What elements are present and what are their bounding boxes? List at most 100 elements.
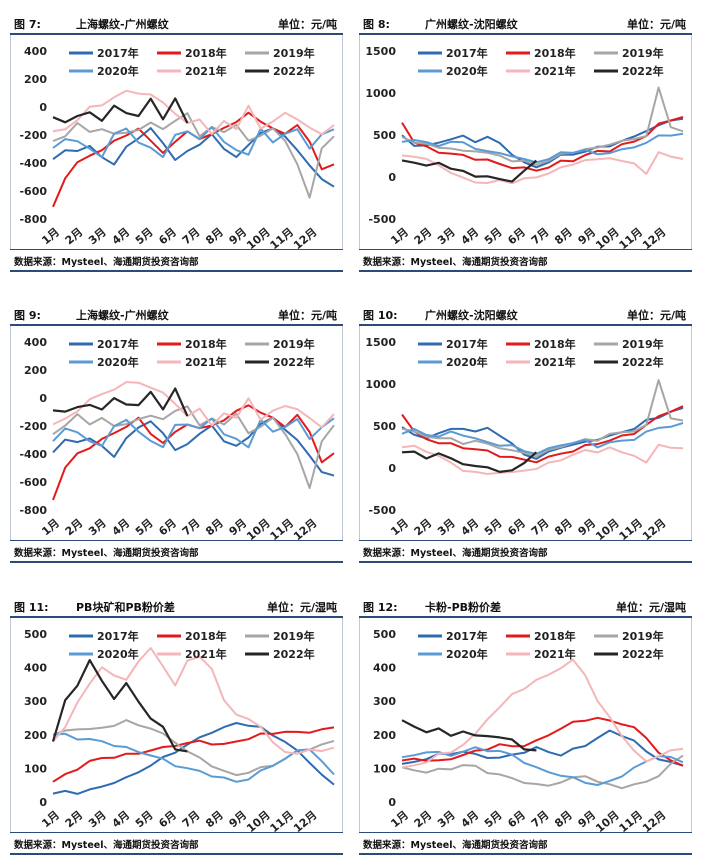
source-note: 数据来源：Mysteel、海通期货投资咨询部 <box>359 249 692 272</box>
series-line-2021 <box>401 443 684 475</box>
x-tick-label: 8月 <box>203 225 226 247</box>
chart-area: 500 400 300 200 100 0 1月 2月 3月 4月 5月 6月 7月 8月 9月 10月 11月… <box>10 618 343 832</box>
chart-panel-12: 图 12: 卡粉-PB粉价差 单位：元/湿吨 500 400 300 200 100 0 1… <box>359 595 692 855</box>
legend-label: 2017年 <box>446 46 488 60</box>
x-tick-label: 12月 <box>640 516 669 540</box>
source-text: 数据来源：Mysteel、海通期货投资咨询部 <box>363 257 548 268</box>
series-line-2018 <box>52 404 335 501</box>
y-tick-label: 200 <box>373 729 396 742</box>
unit-label: 单位：元/吨 <box>277 309 337 322</box>
legend-label: 2018年 <box>185 629 227 643</box>
legend-label: 2017年 <box>446 629 488 643</box>
y-tick-label: 1500 <box>365 45 396 58</box>
legend-label: 2022年 <box>622 355 664 369</box>
x-tick-label: 7月 <box>180 225 203 247</box>
y-tick-label: 1000 <box>365 87 396 100</box>
figure-number: 图 11: <box>14 601 49 614</box>
legend-label: 2018年 <box>534 46 576 60</box>
legend-label: 2021年 <box>534 355 576 369</box>
series-line-2020 <box>401 746 684 786</box>
chart-panel-10: 图 10: 广州螺纹-沈阳螺纹 单位：元/吨 1500 1000 500 0 -500 1… <box>359 303 692 563</box>
legend-label: 2019年 <box>273 46 315 60</box>
x-tick-label: 5月 <box>482 225 505 247</box>
legend-label: 2020年 <box>97 64 139 78</box>
y-tick-label: -500 <box>368 213 396 226</box>
series-line-2021 <box>52 647 335 755</box>
source-text: 数据来源：Mysteel、海通期货投资咨询部 <box>14 840 199 851</box>
series-line-2017 <box>401 406 684 460</box>
x-tick-label: 10月 <box>593 225 622 249</box>
series-line-2022 <box>401 159 538 183</box>
chart-area: 1500 1000 500 0 -500 1月 2月 3月 4月 5月 6月 7月 8月 9月 10月 11月… <box>359 326 692 540</box>
figure-number: 图 8: <box>363 18 390 31</box>
chart-title: 广州螺纹-沈阳螺纹 <box>425 18 518 31</box>
y-tick-label: 400 <box>373 662 396 675</box>
y-tick-label: -500 <box>368 504 396 517</box>
y-tick-label: 400 <box>24 336 47 349</box>
x-tick-label: 10月 <box>593 516 622 540</box>
x-tick-label: 3月 <box>86 225 109 247</box>
legend-label: 2022年 <box>273 647 315 661</box>
x-tick-label: 11月 <box>617 516 646 540</box>
x-tick-label: 8月 <box>203 808 226 830</box>
x-tick-label: 8月 <box>552 516 575 538</box>
legend-label: 2018年 <box>534 337 576 351</box>
series-line-2019 <box>401 86 684 166</box>
series-line-2021 <box>52 381 335 429</box>
x-tick-label: 5月 <box>482 808 505 830</box>
source-text: 数据来源：Mysteel、海通期货投资咨询部 <box>14 548 199 559</box>
series-line-2019 <box>52 112 335 199</box>
source-note: 数据来源：Mysteel、海通期货投资咨询部 <box>359 540 692 563</box>
chart-area: 1500 1000 500 0 -500 1月 2月 3月 4月 5月 6月 7月 8月 9月 10月 11月… <box>359 35 692 249</box>
x-tick-label: 1月 <box>388 225 411 247</box>
legend-label: 2018年 <box>185 46 227 60</box>
y-tick-label: 0 <box>388 171 396 184</box>
chart-panel-9: 图 9: 上海螺纹-广州螺纹 单位：元/吨 400 200 0 -200 -400 -60… <box>10 303 343 563</box>
series-line-2019 <box>52 405 335 489</box>
x-tick-label: 4月 <box>459 516 482 538</box>
source-note: 数据来源：Mysteel、海通期货投资咨询部 <box>10 832 343 855</box>
legend-label: 2020年 <box>446 647 488 661</box>
series-line-2017 <box>52 722 335 795</box>
legend-label: 2021年 <box>185 647 227 661</box>
legend-label: 2021年 <box>534 647 576 661</box>
y-tick-label: 400 <box>24 662 47 675</box>
series-line-2018 <box>401 405 684 464</box>
chart-title: 上海螺纹-广州螺纹 <box>76 309 169 322</box>
legend-label: 2021年 <box>185 355 227 369</box>
x-tick-label: 8月 <box>552 808 575 830</box>
series-line-2021 <box>52 89 335 136</box>
legend-label: 2019年 <box>273 337 315 351</box>
series-line-2018 <box>401 716 684 767</box>
x-tick-label: 3月 <box>86 516 109 538</box>
x-tick-label: 4月 <box>459 225 482 247</box>
x-tick-label: 8月 <box>203 516 226 538</box>
legend-label: 2021年 <box>185 64 227 78</box>
x-tick-label: 4月 <box>459 808 482 830</box>
legend-label: 2022年 <box>622 647 664 661</box>
x-tick-label: 2月 <box>63 225 86 247</box>
x-tick-label: 8月 <box>552 225 575 247</box>
legend-label: 2017年 <box>97 46 139 60</box>
y-tick-label: -200 <box>19 129 47 142</box>
series-line-2022 <box>52 387 189 417</box>
legend-label: 2022年 <box>622 64 664 78</box>
y-tick-label: 200 <box>24 729 47 742</box>
y-tick-label: 500 <box>373 420 396 433</box>
y-tick-label: 0 <box>39 796 47 809</box>
x-tick-label: 11月 <box>268 516 297 540</box>
x-tick-label: 6月 <box>505 225 528 247</box>
unit-label: 单位：元/吨 <box>626 309 686 322</box>
x-tick-label: 3月 <box>86 808 109 830</box>
figure-number: 图 10: <box>363 309 398 322</box>
legend-label: 2020年 <box>97 355 139 369</box>
unit-label: 单位：元/湿吨 <box>615 601 686 614</box>
unit-label: 单位：元/吨 <box>277 18 337 31</box>
legend-label: 2019年 <box>622 46 664 60</box>
x-tick-label: 2月 <box>63 516 86 538</box>
legend-label: 2019年 <box>273 629 315 643</box>
